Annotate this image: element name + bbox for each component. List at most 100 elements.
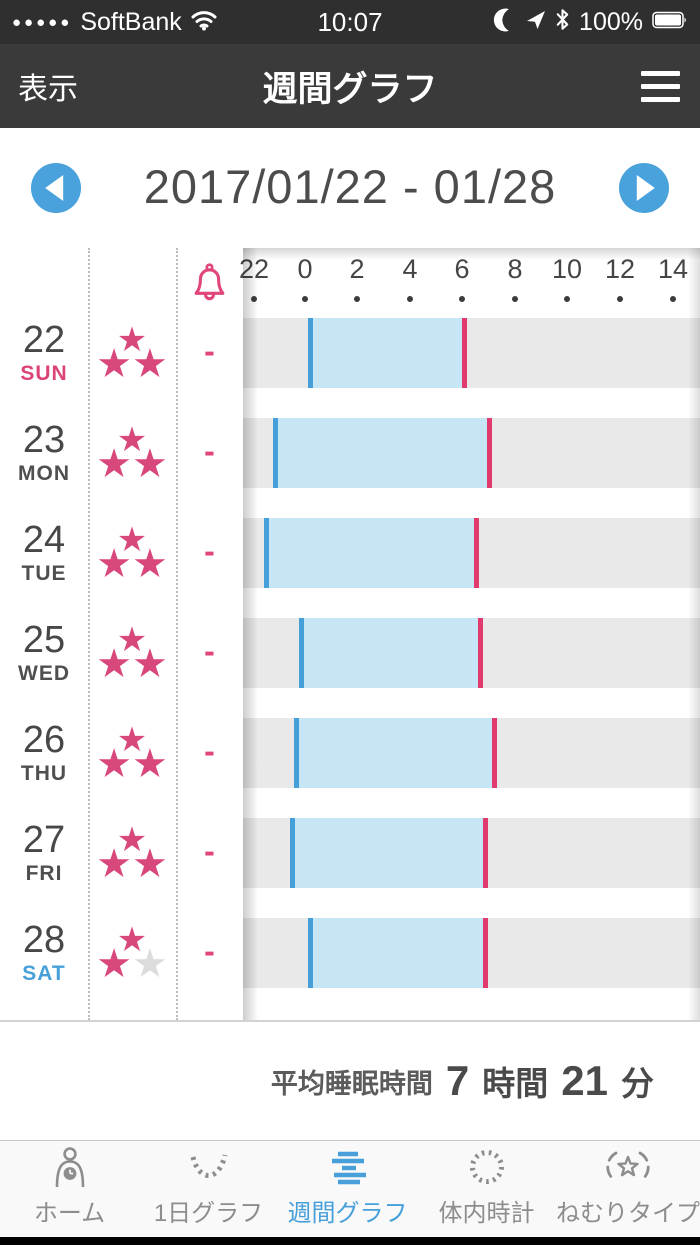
sleep-band [243,518,700,588]
axis-tick-dot [407,296,413,302]
star-rating: ★ ★ ★ [88,918,176,988]
star-icon: ★ [116,620,148,659]
column-divider [88,248,90,1020]
star-icon: ★ [96,341,132,386]
star-icon: ★ [132,741,168,786]
wifi-icon [190,9,218,36]
axis-tick-dot [459,296,465,302]
tab-body-clock[interactable]: 体内時計 [417,1141,556,1237]
star-rating: ★ ★ ★ [88,518,176,588]
axis-tick-label: 22 [238,254,270,284]
tab-bar: ホーム 1日グラフ 週間グラフ [0,1140,700,1237]
average-sleep-summary: 平均睡眠時間 7 時間 21 分 [0,1022,700,1140]
tab-weekly-graph[interactable]: 週間グラフ [278,1141,417,1237]
axis-tick-label: 8 [507,254,523,284]
status-bar: ●●●●● SoftBank 10:07 [0,0,700,44]
sleep-bar[interactable] [273,418,492,488]
day-row[interactable]: 26 THU ★ ★ ★ - [0,718,243,818]
sleep-band [243,418,700,488]
day-number: 23 [22,418,66,461]
status-left: ●●●●● SoftBank [12,8,218,37]
star-icon: ★ [132,941,168,986]
left-panel-header [0,248,243,318]
tab-label: ねむりタイプ [556,1200,700,1227]
sleep-bar[interactable] [308,918,488,988]
alarm-value: - [204,532,215,569]
day-row[interactable]: 27 FRI ★ ★ ★ - [0,818,243,918]
carrier-label: SoftBank [80,7,182,36]
star-icon: ★ [116,420,148,459]
daily-graph-icon [186,1146,232,1188]
alarm-value: - [204,932,215,969]
day-row[interactable]: 23 MON ★ ★ ★ - [0,418,243,518]
star-icon: ★ [96,841,132,886]
star-icon: ★ [116,820,148,859]
sleep-bar[interactable] [308,318,467,388]
battery-percent-label: 100% [579,7,643,36]
body-clock-icon [464,1146,510,1188]
star-rating: ★ ★ ★ [88,818,176,888]
alarm-value: - [204,732,215,769]
time-axis: 22 0 2 4 6 8 10 12 14 [239,248,700,318]
day-row[interactable]: 24 TUE ★ ★ ★ - [0,518,243,618]
day-number: 24 [22,518,66,561]
sleep-bar[interactable] [290,818,488,888]
previous-week-button[interactable] [31,163,81,213]
sleep-bar[interactable] [264,518,479,588]
sleep-band [243,818,700,888]
star-icon: ★ [116,720,148,759]
alarm-value: - [204,632,215,669]
tab-label: 体内時計 [438,1200,535,1227]
date-range-bar: 2017/01/22 - 01/28 [0,128,700,248]
sleep-bar[interactable] [299,618,483,688]
minutes-unit-label: 分 [621,1065,654,1102]
date-range-label: 2017/01/22 - 01/28 [143,160,557,213]
day-row[interactable]: 28 SAT ★ ★ ★ - [0,918,243,1018]
star-icon: ★ [116,320,148,359]
weekday-label: WED [18,661,70,685]
axis-tick-dot [564,296,570,302]
hamburger-menu-icon[interactable] [639,65,682,108]
axis-tick-dot [512,296,518,302]
weekday-label: FRI [25,861,63,885]
day-row[interactable]: 25 WED ★ ★ ★ - [0,618,243,718]
sleep-timeline: 22 0 2 4 6 8 10 12 14 [239,248,700,1020]
tab-daily-graph[interactable]: 1日グラフ [139,1141,278,1237]
tab-sleep-type[interactable]: ねむりタイプ [556,1141,700,1237]
page-title: 週間グラフ [262,69,438,109]
sleep-bar[interactable] [294,718,497,788]
tab-label: 1日グラフ [153,1200,264,1227]
bottom-black-strip [0,1237,700,1245]
average-sleep-label: 平均睡眠時間 [270,1068,433,1099]
bluetooth-icon [555,8,570,36]
star-icon: ★ [116,920,148,959]
day-row[interactable]: 22 SUN ★ ★ ★ - [0,318,243,418]
tab-label: 週間グラフ [287,1200,408,1227]
average-minutes-value: 21 [561,1057,608,1104]
star-icon: ★ [132,441,168,486]
sleep-band [243,318,700,388]
day-number: 27 [22,818,66,861]
weekday-label: TUE [21,561,67,585]
weekday-label: THU [20,761,68,785]
star-rating: ★ ★ ★ [88,618,176,688]
axis-tick-dot [354,296,360,302]
left-arrow-icon [45,175,64,201]
tab-home[interactable]: ホーム [0,1141,139,1237]
status-right: 100% [493,8,688,37]
chart-left-panel: 22 SUN ★ ★ ★ - 23 MON ★ ★ ★ - [0,248,243,1020]
next-week-button[interactable] [619,163,669,213]
day-number: 26 [22,718,66,761]
weekday-label: SUN [20,361,68,385]
axis-tick-dot [302,296,308,302]
day-number: 28 [22,918,66,961]
alarm-value: - [204,432,215,469]
axis-tick-dot [251,296,257,302]
star-icon: ★ [96,541,132,586]
weekday-label: MON [18,461,70,485]
display-options-button[interactable]: 表示 [18,73,78,106]
alarm-bell-icon [176,248,243,318]
hours-unit-label: 時間 [482,1065,549,1102]
sleep-band [243,718,700,788]
axis-tick-label: 4 [402,254,418,284]
